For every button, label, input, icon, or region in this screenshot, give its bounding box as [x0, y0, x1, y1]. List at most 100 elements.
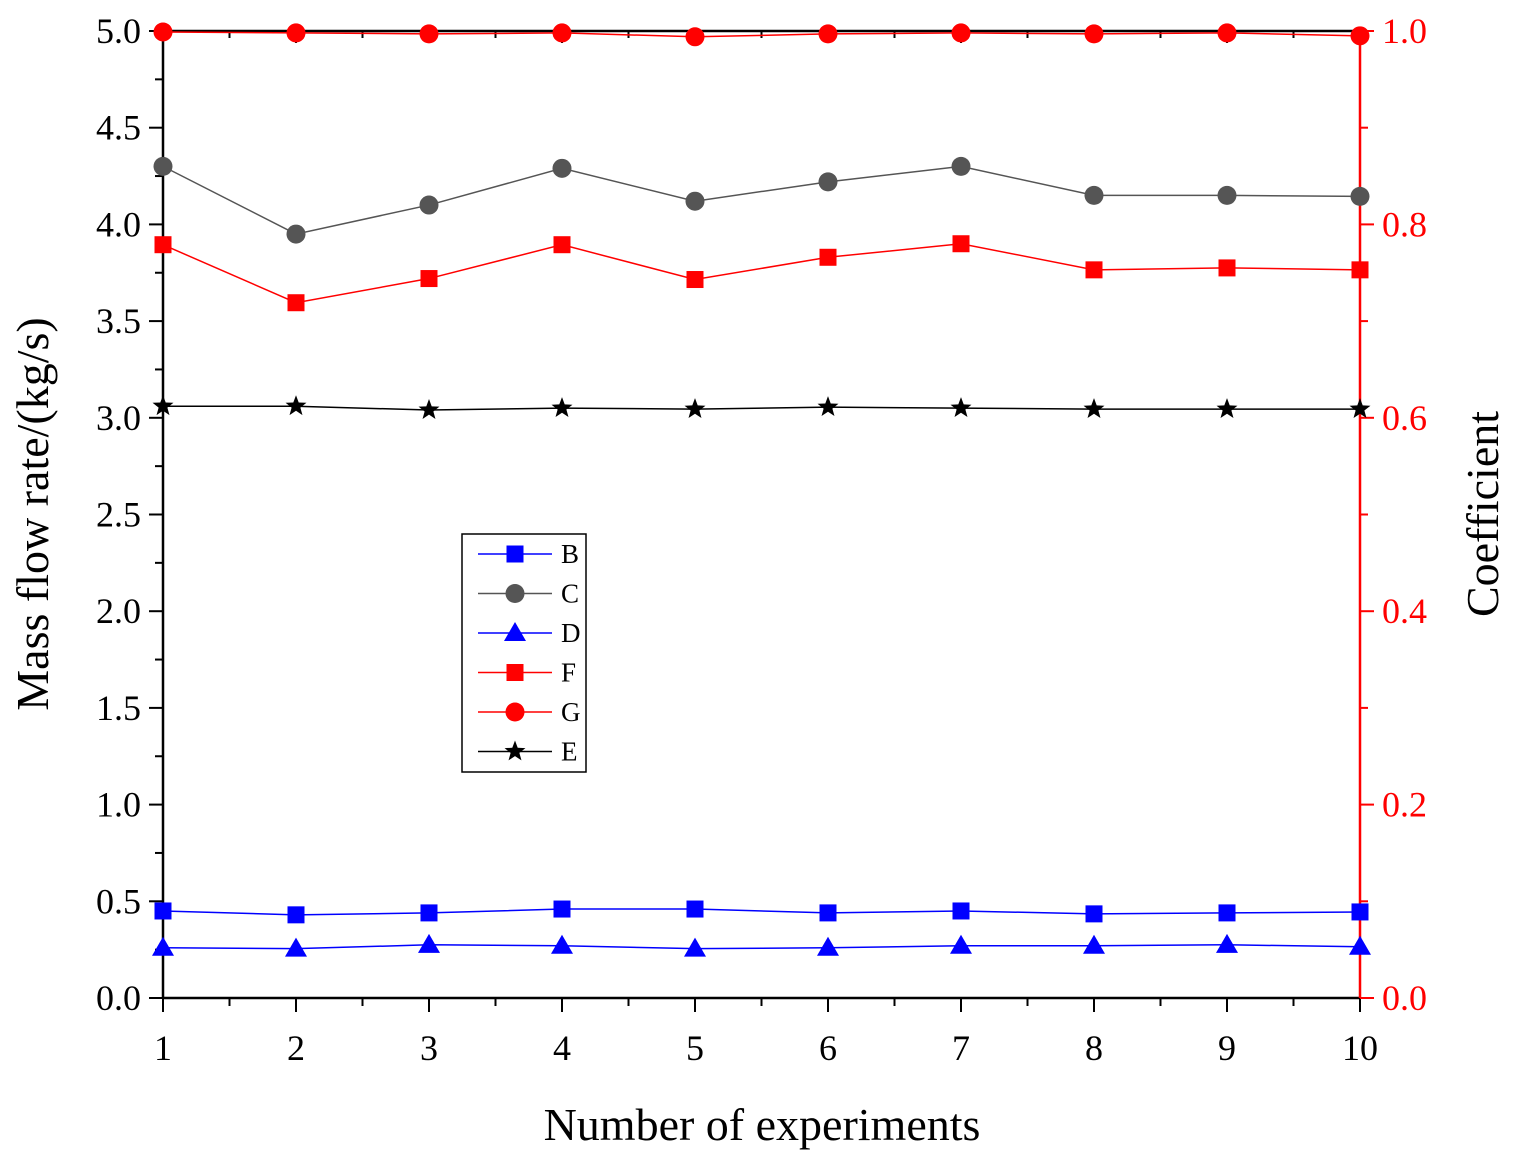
data-point-D: [152, 936, 174, 956]
y-tick-label: 2.5: [96, 495, 141, 535]
data-point-C: [685, 191, 705, 211]
data-point-B: [1351, 903, 1369, 921]
data-point-E: [817, 396, 839, 417]
data-point-C: [286, 224, 306, 244]
data-point-G: [685, 27, 705, 47]
data-point-B: [287, 906, 305, 924]
x-tick-label: 5: [686, 1028, 704, 1068]
y2-tick-label: 1.0: [1382, 11, 1427, 51]
data-point-C: [1084, 185, 1104, 205]
legend-marker: [506, 664, 524, 681]
series-line-G: [162, 31, 1361, 38]
x-axis-title: Number of experiments: [544, 1099, 981, 1150]
legend-entry-G: G: [478, 697, 581, 727]
x-tick-label: 9: [1218, 1028, 1236, 1068]
data-point-D: [950, 934, 972, 954]
y2-tick-label: 0.6: [1382, 398, 1427, 438]
data-point-D: [1216, 933, 1238, 953]
legend-label: F: [561, 658, 576, 688]
data-point-G: [1084, 24, 1104, 44]
legend-label: E: [561, 737, 578, 767]
data-point-D: [1083, 934, 1105, 954]
legend-entry-C: C: [478, 579, 579, 609]
y-tick-label: 3.0: [96, 398, 141, 438]
data-point-D: [684, 937, 706, 957]
data-point-F: [1085, 261, 1103, 279]
legend-label: B: [561, 539, 579, 569]
data-point-G: [951, 23, 971, 43]
data-point-B: [553, 900, 571, 918]
series-line-F: [162, 242, 1361, 304]
data-point-F: [420, 270, 438, 288]
series-E: [152, 395, 1371, 419]
data-point-F: [819, 248, 837, 266]
data-point-G: [286, 23, 306, 43]
x-tick-label: 8: [1085, 1028, 1103, 1068]
x-tick-label: 1: [154, 1028, 172, 1068]
data-point-D: [285, 937, 307, 957]
data-point-B: [686, 900, 704, 918]
data-point-C: [951, 156, 971, 176]
x-tick-label: 2: [287, 1028, 305, 1068]
x-tick-label: 6: [819, 1028, 837, 1068]
data-point-E: [1216, 398, 1238, 418]
series-layer: [152, 22, 1371, 957]
y2-tick-label: 0.2: [1382, 785, 1427, 825]
data-point-E: [551, 397, 573, 418]
y-tick-label: 2.0: [96, 591, 141, 631]
y-tick-label: 0.5: [96, 881, 141, 921]
y2-tick-label: 0.4: [1382, 591, 1427, 631]
legend-entry-E: E: [478, 737, 578, 767]
legend-entry-B: B: [478, 539, 579, 569]
data-point-G: [552, 23, 572, 43]
data-point-B: [1085, 905, 1103, 923]
data-point-C: [153, 156, 173, 176]
y-tick-label: 3.5: [96, 301, 141, 341]
series-C: [153, 156, 1370, 244]
data-point-G: [1350, 26, 1370, 46]
data-point-C: [419, 195, 439, 215]
y-tick-label: 1.5: [96, 688, 141, 728]
data-point-D: [1349, 935, 1371, 955]
y-tick-label: 5.0: [96, 11, 141, 51]
data-point-D: [551, 934, 573, 954]
data-point-C: [552, 158, 572, 178]
series-line-B: [162, 908, 1361, 916]
data-point-B: [952, 902, 970, 920]
data-point-E: [418, 399, 440, 419]
series-line-C: [162, 165, 1361, 235]
legend-label: C: [561, 579, 579, 609]
data-point-C: [1350, 186, 1370, 206]
data-point-B: [819, 904, 837, 922]
legend-label: D: [561, 618, 581, 648]
data-point-F: [1218, 259, 1236, 277]
y2-tick-label: 0.8: [1382, 204, 1427, 244]
x-tick-label: 4: [553, 1028, 571, 1068]
data-point-D: [418, 933, 440, 953]
legend-marker: [504, 622, 526, 641]
y-tick-label: 4.0: [96, 204, 141, 244]
axes-layer: 1 2 3 4 5 6 7 8 9 100.00.51.01.52.02.53.03.54.04.…: [96, 11, 1427, 1068]
data-point-F: [154, 236, 172, 254]
y2-axis-title: Coefficient: [1457, 411, 1508, 617]
series-G: [153, 22, 1370, 47]
data-point-G: [818, 24, 838, 44]
series-D: [152, 933, 1371, 957]
data-point-F: [553, 236, 571, 254]
data-point-F: [287, 294, 305, 312]
legend-box: [461, 533, 587, 773]
data-point-F: [1351, 261, 1369, 279]
data-point-D: [817, 936, 839, 956]
data-point-G: [419, 24, 439, 44]
data-point-E: [950, 397, 972, 418]
legend-entry-F: F: [478, 658, 576, 688]
data-point-G: [153, 22, 173, 42]
data-point-E: [1083, 398, 1105, 418]
y2-tick-label: 0.0: [1382, 978, 1427, 1018]
data-point-C: [818, 172, 838, 192]
series-F: [154, 235, 1369, 312]
legend-marker: [506, 545, 524, 563]
data-point-F: [686, 271, 704, 289]
data-point-E: [684, 398, 706, 418]
